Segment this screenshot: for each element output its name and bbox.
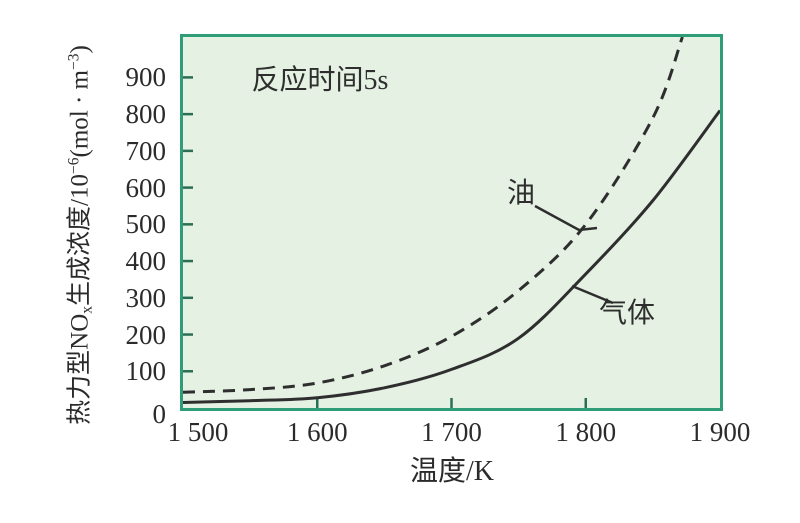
curve-gas xyxy=(183,109,720,404)
oil-leader-line xyxy=(534,204,598,232)
y-tick-label: 800 xyxy=(125,99,167,130)
y-axis-title-part: ) xyxy=(66,45,94,54)
y-tick-label: 600 xyxy=(125,172,167,203)
y-tick-label: 500 xyxy=(125,209,167,240)
y-tick-label: 400 xyxy=(125,246,167,277)
x-axis-title: 温度/K xyxy=(409,456,495,487)
gas-curve-label: 气体 xyxy=(598,298,656,329)
gas-leader-line xyxy=(571,284,614,305)
x-tick-label: 1 500 xyxy=(167,417,229,447)
plot-area: 反应时间5s 油 气体 xyxy=(180,34,723,411)
plot-svg xyxy=(183,37,720,408)
y-tick-label: 900 xyxy=(125,62,167,93)
x-tick-label: 1 800 xyxy=(555,417,617,447)
y-tick-label: 300 xyxy=(125,282,167,313)
y-tick-label: 0 xyxy=(152,399,167,429)
x-tick-label: 1 700 xyxy=(421,417,482,447)
x-tick-label: 1 900 xyxy=(689,417,751,447)
y-tick-label: 700 xyxy=(125,135,167,166)
x-tick-label: 1 600 xyxy=(286,417,348,447)
y-tick-label: 100 xyxy=(125,356,167,387)
annotation-reaction-time: 反应时间5s xyxy=(251,65,389,96)
y-tick-label: 200 xyxy=(125,319,167,350)
oil-curve-label: 油 xyxy=(506,178,536,209)
